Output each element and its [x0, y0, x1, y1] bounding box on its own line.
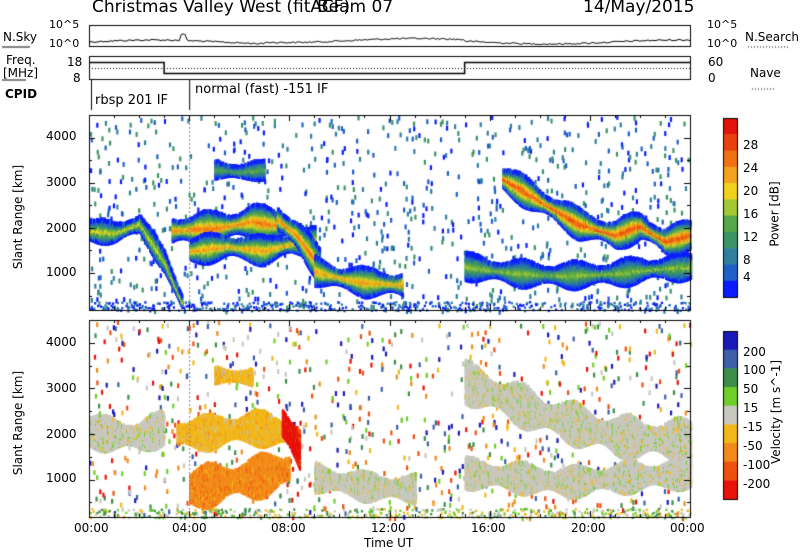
vel-cbar-tick-100: 100	[743, 363, 766, 377]
xtick-0000: 00:00	[74, 521, 109, 535]
nave-tick-low: 0	[708, 71, 716, 85]
cpid-segment-2: normal (fast) -151 IF	[195, 82, 329, 97]
power-cbar-tick-28: 28	[743, 138, 759, 152]
freq-tick-high: 18	[67, 55, 83, 69]
power-cbar-tick-8: 8	[743, 253, 751, 267]
power-ylabel: Slant Range [km]	[11, 164, 26, 270]
velocity-ytick-4000: 4000	[46, 335, 77, 349]
power-cbar-tick-4: 4	[743, 270, 751, 284]
power-ytick-4000: 4000	[46, 129, 77, 143]
cpid-segment-1: rbsp 201 IF	[95, 93, 169, 108]
power-cbar-tick-24: 24	[743, 161, 759, 175]
vel-cbar-tick-200: 200	[743, 345, 766, 359]
velocity-ytick-1000: 1000	[46, 471, 77, 485]
power-cbar-tick-20: 20	[743, 184, 759, 198]
power-ytick-3000: 3000	[46, 175, 77, 189]
beam-label: Beam 07	[317, 0, 394, 17]
date-label: 14/May/2015	[583, 0, 695, 17]
xtick-0800: 08:00	[271, 521, 306, 535]
xtick-2000: 20:00	[571, 521, 606, 535]
power-cbar-tick-12: 12	[743, 230, 759, 244]
power-cbar-label: Power [dB]	[767, 181, 782, 247]
nsearch-label: N.Search	[745, 30, 800, 44]
power-ytick-2000: 2000	[46, 221, 77, 235]
noise-tick-high-right: 10^5	[707, 18, 738, 31]
nave-label: Nave	[750, 66, 781, 80]
vel-cbar-tick-m200: -200	[743, 477, 771, 491]
velocity-ylabel: Slant Range [km]	[11, 370, 26, 476]
cpid-label: CPID	[5, 87, 38, 101]
vel-cbar-tick-15: 15	[743, 401, 759, 415]
vel-cbar-tick-m15: -15	[743, 420, 763, 434]
xtick-1600: 16:00	[471, 521, 506, 535]
velocity-ytick-2000: 2000	[46, 427, 77, 441]
x-axis-label: Time UT	[364, 536, 414, 550]
power-ytick-1000: 1000	[46, 265, 77, 279]
vel-cbar-tick-m100: -100	[743, 458, 771, 472]
noise-tick-high-left: 10^5	[49, 18, 80, 31]
vel-cbar-tick-m50: -50	[743, 439, 763, 453]
freq-unit-label: [MHz]	[3, 66, 39, 80]
velocity-ytick-3000: 3000	[46, 381, 77, 395]
xtick-0400: 04:00	[172, 521, 207, 535]
vel-cbar-label: Velocity [m s^-1]	[769, 359, 784, 465]
station-title: Christmas Valley West (fitACF)	[92, 0, 351, 17]
power-cbar-tick-16: 16	[743, 207, 759, 221]
nsky-label: N.Sky	[3, 30, 38, 44]
nave-tick-high: 60	[708, 55, 724, 69]
xtick-1200: 12:00	[371, 521, 406, 535]
vel-cbar-tick-50: 50	[743, 382, 759, 396]
noise-tick-low-left: 10^0	[49, 37, 80, 50]
noise-tick-low-right: 10^0	[707, 37, 738, 50]
freq-tick-low: 8	[73, 71, 81, 85]
xtick-2400: 00:00	[670, 521, 705, 535]
freq-label: Freq.	[6, 53, 36, 67]
